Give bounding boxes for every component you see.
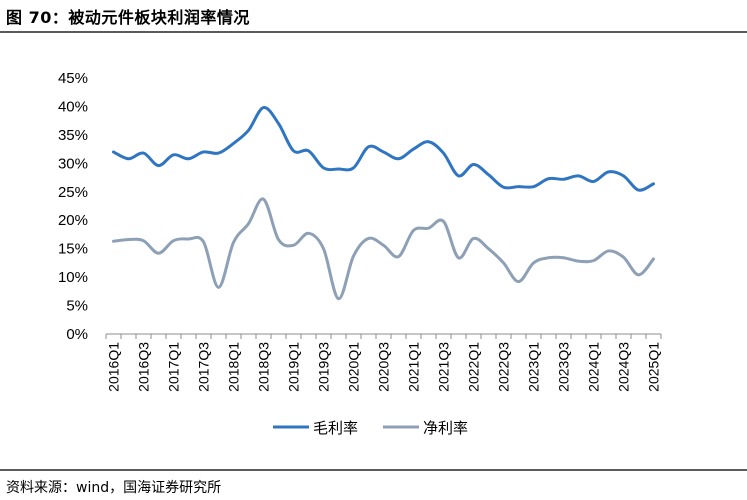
x-tick-label: 2022Q3 bbox=[496, 342, 512, 392]
legend-label: 净利率 bbox=[423, 419, 468, 437]
series-line-gross-margin bbox=[112, 106, 655, 192]
y-tick-label: 0% bbox=[66, 326, 88, 343]
y-tick-label: 35% bbox=[58, 127, 88, 144]
x-tick-label: 2016Q1 bbox=[106, 342, 122, 392]
y-tick-label: 5% bbox=[66, 298, 88, 315]
x-tick-label: 2021Q1 bbox=[406, 342, 422, 392]
x-tick-label: 2019Q3 bbox=[316, 342, 332, 392]
y-tick-label: 30% bbox=[58, 155, 88, 172]
bottom-rule bbox=[0, 469, 747, 471]
x-tick-label: 2019Q1 bbox=[286, 342, 302, 392]
x-tick-label: 2017Q3 bbox=[196, 342, 212, 392]
x-tick-label: 2016Q3 bbox=[136, 342, 152, 392]
x-tick-label: 2017Q1 bbox=[166, 342, 182, 392]
y-tick-label: 20% bbox=[58, 212, 88, 229]
y-tick-label: 45% bbox=[58, 70, 88, 87]
x-tick-label: 2020Q3 bbox=[376, 342, 392, 392]
series-line-net-margin bbox=[112, 197, 655, 301]
x-tick-label: 2023Q1 bbox=[526, 342, 542, 392]
y-tick-label: 10% bbox=[58, 269, 88, 286]
x-tick-label: 2023Q3 bbox=[556, 342, 572, 392]
legend-label: 毛利率 bbox=[313, 419, 358, 437]
chart-area: 0% 5% 10% 15% 20% 25% 30% 35% 40% 45% 2016Q1 2016Q… bbox=[58, 70, 662, 437]
x-tick-label: 2022Q1 bbox=[466, 342, 482, 392]
x-tick-label: 2024Q1 bbox=[586, 342, 602, 392]
x-tick-label: 2025Q1 bbox=[646, 342, 662, 392]
y-tick-label: 25% bbox=[58, 184, 88, 201]
figure-title: 图 70：被动元件板块利润率情况 bbox=[6, 8, 250, 27]
x-tick-label: 2018Q1 bbox=[226, 342, 242, 392]
x-tick-label: 2024Q3 bbox=[616, 342, 632, 392]
x-tick-label: 2020Q1 bbox=[346, 342, 362, 392]
x-tick-label: 2018Q3 bbox=[256, 342, 272, 392]
y-tick-label: 15% bbox=[58, 241, 88, 258]
y-tick-label: 40% bbox=[58, 98, 88, 115]
x-tick-label: 2021Q3 bbox=[436, 342, 452, 392]
top-rule bbox=[0, 31, 747, 33]
source-note: 资料来源：wind，国海证券研究所 bbox=[6, 480, 222, 496]
